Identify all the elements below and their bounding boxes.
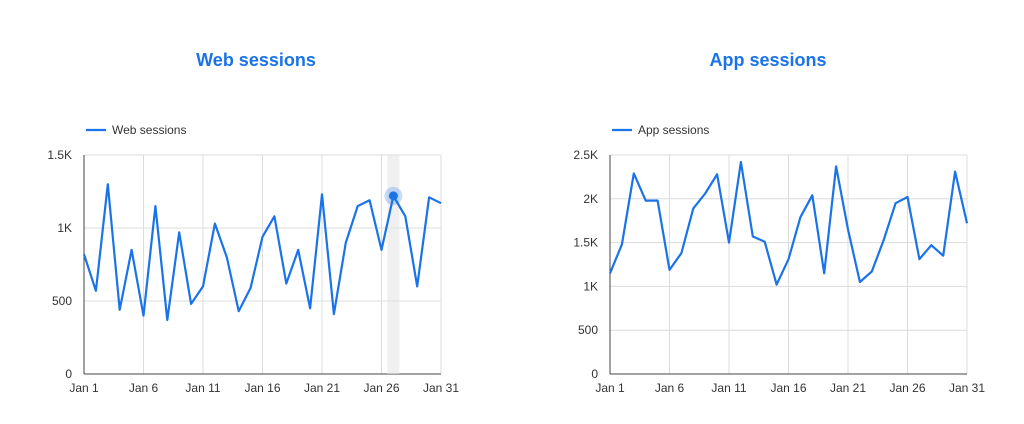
legend-label: App sessions <box>638 123 709 137</box>
web-sessions-panel: Web sessions 0 500 1K 1.5K Jan 1 Jan 6 Jan 11 J… <box>47 50 459 395</box>
chart-title: App sessions <box>709 50 827 70</box>
y-tick-label: 1K <box>583 279 598 293</box>
x-tick-label: Jan 1 <box>595 381 625 395</box>
x-tick-label: Jan 11 <box>185 381 220 395</box>
y-tick-label: 2K <box>583 192 598 206</box>
y-tick-label: 0 <box>591 367 598 381</box>
chart-title: Web sessions <box>196 50 316 70</box>
web-sessions-chart: 0 500 1K 1.5K Jan 1 Jan 6 Jan 11 Jan 16 Jan 21 Ja… <box>47 123 459 395</box>
series-line <box>608 160 969 286</box>
x-tick-label: Jan 6 <box>129 381 159 395</box>
x-tick-label: Jan 26 <box>363 381 399 395</box>
y-tick-label: 1.5K <box>47 148 72 162</box>
hover-point <box>388 191 398 201</box>
x-tick-label: Jan 11 <box>711 381 746 395</box>
y-tick-label: 1K <box>57 221 72 235</box>
app-sessions-chart: 0 500 1K 1.5K 2K 2.5K Jan 1 Jan 6 Jan 11 Jan 16 Ja… <box>573 123 985 395</box>
x-tick-label: Jan 31 <box>423 381 459 395</box>
app-sessions-panel: App sessions 0 500 1K 1.5K 2K 2.5K Jan 1 Jan 6 J… <box>512 0 1024 424</box>
y-tick-label: 500 <box>578 323 598 337</box>
series-line <box>82 183 442 322</box>
y-tick-label: 1.5K <box>573 236 598 250</box>
x-tick-label: Jan 31 <box>949 381 985 395</box>
y-tick-label: 0 <box>65 367 72 381</box>
x-tick-label: Jan 16 <box>770 381 806 395</box>
x-tick-label: Jan 16 <box>244 381 280 395</box>
y-tick-label: 2.5K <box>573 148 598 162</box>
legend-label: Web sessions <box>112 123 186 137</box>
y-tick-label: 500 <box>52 294 72 308</box>
x-tick-label: Jan 6 <box>655 381 685 395</box>
x-tick-label: Jan 21 <box>830 381 866 395</box>
x-tick-label: Jan 1 <box>69 381 99 395</box>
x-tick-label: Jan 26 <box>889 381 925 395</box>
x-tick-label: Jan 21 <box>304 381 340 395</box>
